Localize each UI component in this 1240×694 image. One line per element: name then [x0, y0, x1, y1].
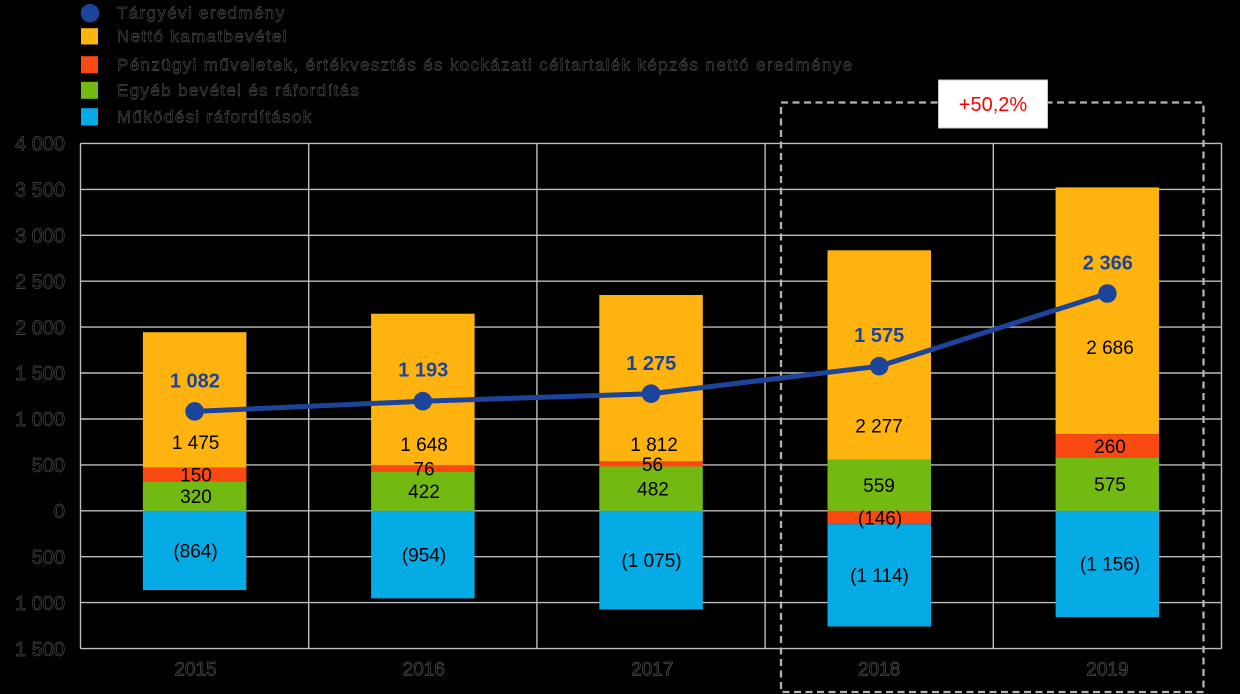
svg-text:320: 320	[180, 487, 212, 508]
svg-text:2 500: 2 500	[15, 271, 65, 293]
svg-text:3 000: 3 000	[15, 226, 65, 248]
svg-text:260: 260	[1094, 437, 1126, 458]
svg-text:0: 0	[54, 501, 65, 523]
svg-text:1 000: 1 000	[15, 593, 65, 615]
svg-text:1 193: 1 193	[398, 360, 448, 382]
svg-text:Működési ráfordítások: Működési ráfordítások	[117, 107, 313, 126]
svg-text:(146): (146)	[858, 508, 902, 529]
svg-text:(1 156): (1 156)	[1080, 555, 1140, 576]
svg-text:2017: 2017	[631, 659, 673, 680]
svg-text:1 812: 1 812	[630, 435, 678, 456]
svg-text:Pénzügyi műveletek, értékveszt: Pénzügyi műveletek, értékvesztés és kock…	[117, 55, 853, 74]
svg-text:56: 56	[642, 455, 663, 476]
svg-text:2 000: 2 000	[15, 317, 65, 339]
svg-text:482: 482	[637, 480, 669, 501]
svg-text:(1 114): (1 114)	[850, 566, 909, 587]
svg-text:2015: 2015	[174, 659, 216, 680]
svg-text:150: 150	[180, 465, 212, 486]
svg-text:500: 500	[32, 455, 65, 477]
svg-text:2 366: 2 366	[1083, 253, 1133, 275]
svg-text:575: 575	[1094, 475, 1126, 496]
svg-text:1 475: 1 475	[172, 433, 220, 454]
svg-text:Egyéb bevétel és ráfordítás: Egyéb bevétel és ráfordítás	[117, 81, 360, 100]
svg-text:76: 76	[413, 459, 434, 480]
svg-text:1 575: 1 575	[854, 325, 904, 347]
svg-text:1 082: 1 082	[170, 371, 220, 393]
svg-text:(954): (954)	[402, 545, 446, 566]
svg-text:(864): (864)	[173, 541, 217, 562]
svg-text:Tárgyévi eredmény: Tárgyévi eredmény	[117, 4, 285, 23]
svg-text:(1 075): (1 075)	[621, 551, 681, 572]
svg-text:4 000: 4 000	[15, 134, 65, 156]
svg-text:3 500: 3 500	[15, 180, 65, 202]
svg-text:1 275: 1 275	[626, 353, 676, 375]
svg-text:1 500: 1 500	[15, 363, 65, 385]
svg-text:Nettó kamatbevétel: Nettó kamatbevétel	[117, 27, 288, 46]
svg-text:2018: 2018	[858, 659, 900, 680]
svg-text:500: 500	[32, 547, 65, 569]
svg-text:422: 422	[408, 482, 440, 503]
svg-text:2016: 2016	[403, 659, 445, 680]
svg-text:2 277: 2 277	[855, 417, 903, 438]
svg-text:2019: 2019	[1086, 659, 1128, 680]
svg-text:1 000: 1 000	[15, 409, 65, 431]
svg-text:2 686: 2 686	[1086, 338, 1134, 359]
svg-text:1 500: 1 500	[15, 639, 65, 661]
svg-text:+50,2%: +50,2%	[959, 94, 1028, 116]
svg-text:1 648: 1 648	[400, 435, 448, 456]
svg-text:559: 559	[863, 476, 895, 497]
